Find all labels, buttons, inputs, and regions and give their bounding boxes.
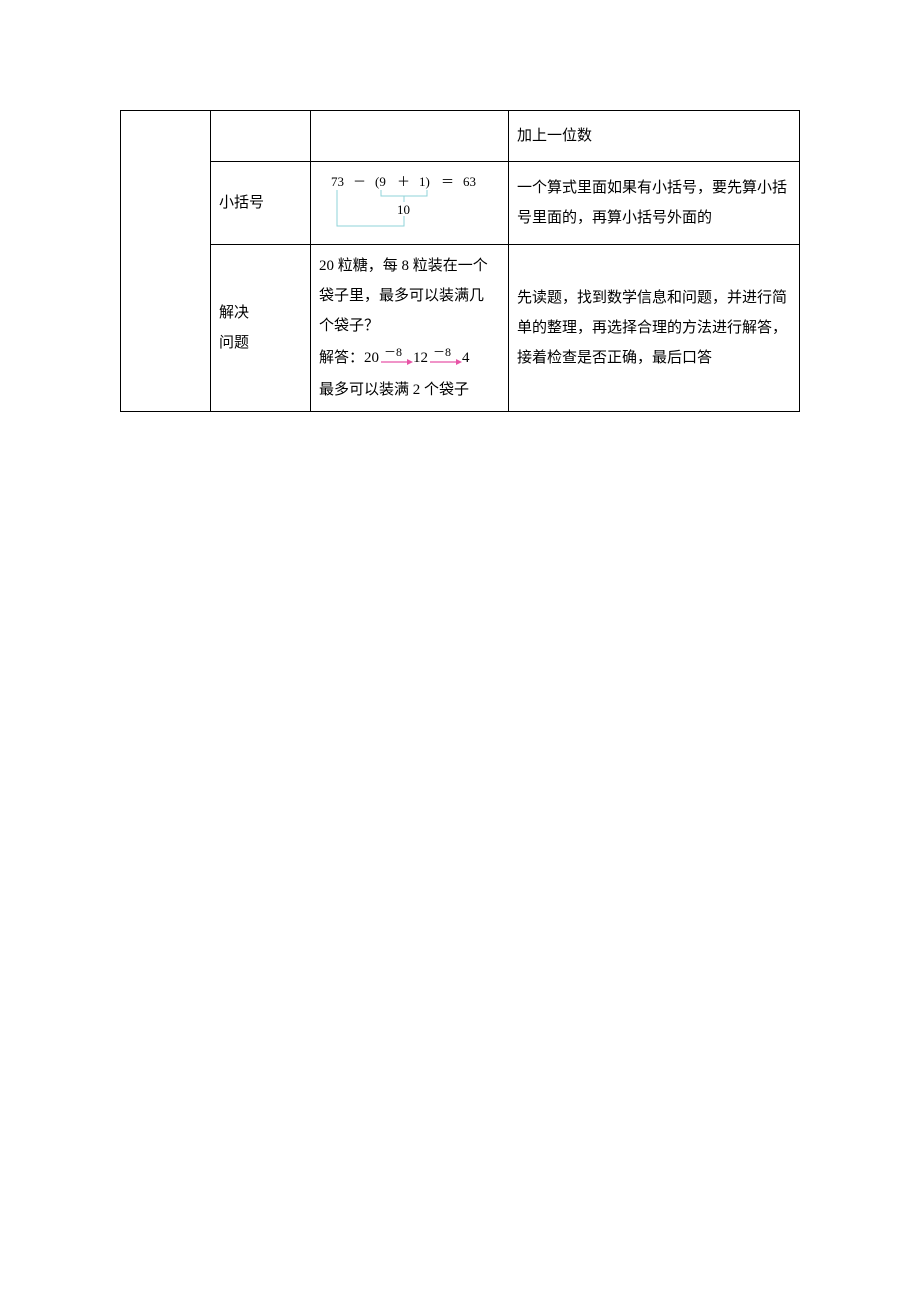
- note-text: 先读题，找到数学信息和问题，并进行简单的整理，再选择合理的方法进行解答，接着检查…: [517, 290, 787, 366]
- solve-prefix: 解答：: [319, 343, 364, 373]
- note-cell: 先读题，找到数学信息和问题，并进行简单的整理，再选择合理的方法进行解答，接着检查…: [509, 245, 800, 412]
- arrow-icon: －8: [379, 346, 413, 370]
- svg-text:－8: －8: [384, 346, 402, 359]
- example-cell: 73 － (9 ＋ 1) ＝ 63 10: [311, 162, 509, 245]
- candy-line: 20 粒糖，每 8 粒装在一个: [319, 251, 500, 281]
- solve-end: 4: [462, 343, 470, 373]
- svg-text:＝: ＝: [441, 174, 454, 189]
- note-cell: 一个算式里面如果有小括号，要先算小括号里面的，再算小括号外面的: [509, 162, 800, 245]
- label-text-line1: 解决: [219, 305, 249, 321]
- candy-problem: 20 粒糖，每 8 粒装在一个 袋子里，最多可以装满几 个袋子？ 解答：20 －…: [319, 251, 500, 405]
- svg-text:73: 73: [331, 174, 344, 189]
- table-row: 加上一位数: [121, 111, 800, 162]
- label-text-line2: 问题: [219, 335, 249, 351]
- label-text: 小括号: [219, 195, 264, 211]
- label-cell: 小括号: [211, 162, 311, 245]
- table-row: 解决 问题 20 粒糖，每 8 粒装在一个 袋子里，最多可以装满几 个袋子？ 解…: [121, 245, 800, 412]
- candy-line: 袋子里，最多可以装满几: [319, 281, 500, 311]
- bracket-expression-figure: 73 － (9 ＋ 1) ＝ 63 10: [319, 168, 501, 238]
- document-page: 加上一位数 小括号 73 － (9 ＋ 1) ＝ 63: [0, 0, 920, 412]
- solve-mid: 12: [413, 343, 428, 373]
- under-value: 10: [397, 202, 410, 217]
- note-cell: 加上一位数: [509, 111, 800, 162]
- arrow-icon: －8: [428, 346, 462, 370]
- svg-text:(9: (9: [375, 174, 386, 189]
- example-cell: 20 粒糖，每 8 粒装在一个 袋子里，最多可以装满几 个袋子？ 解答：20 －…: [311, 245, 509, 412]
- candy-conclusion: 最多可以装满 2 个袋子: [319, 375, 500, 405]
- table-row: 小括号 73 － (9 ＋ 1) ＝ 63 10: [121, 162, 800, 245]
- note-text: 一个算式里面如果有小括号，要先算小括号里面的，再算小括号外面的: [517, 180, 787, 226]
- svg-text:1): 1): [419, 174, 430, 189]
- merged-left-cell: [121, 111, 211, 412]
- svg-text:63: 63: [463, 174, 476, 189]
- solve-start: 20: [364, 343, 379, 373]
- svg-text:＋: ＋: [397, 174, 410, 189]
- example-cell: [311, 111, 509, 162]
- svg-text:－: －: [353, 174, 366, 189]
- content-table: 加上一位数 小括号 73 － (9 ＋ 1) ＝ 63: [120, 110, 800, 412]
- label-cell: [211, 111, 311, 162]
- svg-text:－8: －8: [433, 346, 451, 359]
- note-text: 加上一位数: [517, 128, 592, 144]
- solve-line: 解答：20 －8 12 －8 4: [319, 343, 500, 373]
- candy-line: 个袋子？: [319, 311, 500, 341]
- label-cell: 解决 问题: [211, 245, 311, 412]
